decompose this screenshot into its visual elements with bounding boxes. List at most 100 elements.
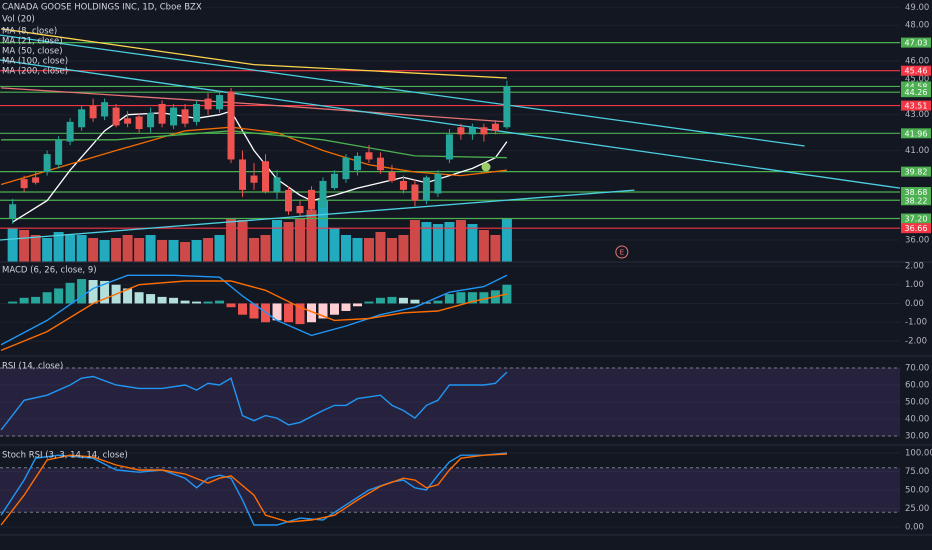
- volume-bar: [363, 238, 374, 262]
- macd-histogram-bar: [284, 303, 294, 323]
- macd-histogram-bar: [54, 288, 64, 304]
- level-label: 43.51: [905, 102, 928, 111]
- macd-histogram-bar: [215, 300, 225, 304]
- moving-average: [1, 28, 507, 79]
- level-label-box: [901, 37, 931, 48]
- macd-histogram-bar: [226, 303, 236, 308]
- candle-body: [43, 154, 51, 172]
- volume-bar: [467, 224, 478, 262]
- candle-body: [181, 109, 189, 124]
- level-label-box: [901, 166, 931, 177]
- candle-body: [503, 86, 511, 128]
- volume-bar: [421, 222, 432, 262]
- candle-body: [399, 180, 407, 190]
- macd-histogram-bar: [238, 303, 248, 315]
- volume-bar: [455, 220, 466, 262]
- y-tick-label: 2.00: [905, 261, 924, 271]
- candle-body: [262, 161, 270, 192]
- volume-bar: [398, 235, 409, 262]
- candle-body: [78, 109, 86, 128]
- level-label-box: [901, 65, 931, 76]
- candle-body: [112, 107, 120, 126]
- volume-bar: [134, 238, 145, 262]
- macd-histogram-bar: [295, 303, 305, 325]
- volume-bar: [191, 240, 202, 262]
- macd-line: [0, 280, 508, 352]
- trendline: [0, 59, 901, 189]
- candle-body: [147, 112, 155, 128]
- volume-bar: [295, 218, 305, 262]
- macd-histogram-bar: [249, 303, 259, 319]
- volume-bar: [329, 228, 340, 262]
- ma-legend: MA (50, close): [2, 47, 63, 57]
- macd-histogram-bar: [42, 292, 52, 304]
- y-tick-label: 50.00: [905, 397, 929, 407]
- macd-histogram-bar: [398, 297, 408, 304]
- y-tick-label: 25.00: [905, 504, 929, 514]
- cross-marker: [481, 162, 491, 172]
- pane-title: Stoch RSI (3, 3, 14, 14, close): [2, 451, 128, 461]
- y-tick-label: 50.00: [905, 486, 929, 496]
- candle-body: [285, 189, 293, 212]
- volume-bar: [226, 218, 237, 262]
- level-label-box: [901, 223, 931, 234]
- volume-bar: [409, 220, 420, 262]
- macd-histogram-bar: [19, 297, 29, 304]
- macd-histogram-bar: [352, 303, 362, 307]
- candle-body: [170, 107, 178, 126]
- macd-histogram-bar: [180, 300, 190, 304]
- volume-bar: [444, 222, 455, 262]
- candle-body: [434, 173, 442, 194]
- macd-histogram-bar: [77, 279, 87, 304]
- volume-bar: [7, 228, 18, 262]
- y-tick-label: 45.00: [905, 74, 929, 84]
- candle-body: [124, 118, 132, 124]
- volume-bar: [111, 238, 122, 262]
- ma-legend: MA (100, close): [2, 57, 68, 67]
- macd-histogram-bar: [123, 288, 133, 304]
- macd-histogram-bar: [169, 297, 179, 304]
- candle-body: [20, 179, 28, 189]
- candle-body: [216, 95, 224, 110]
- candle-body: [204, 98, 212, 110]
- level-label-box: [901, 213, 931, 224]
- volume-bar: [432, 224, 443, 262]
- y-tick-label: 0.00: [905, 523, 924, 533]
- volume-bar: [180, 242, 191, 262]
- volume-bar: [76, 235, 87, 262]
- pane-title: MACD (6, 26, close, 9): [2, 266, 97, 276]
- candle-body: [422, 177, 430, 201]
- ma-legend: MA (8, close): [2, 27, 57, 37]
- candle-body: [239, 159, 247, 190]
- volume-bar: [157, 240, 168, 262]
- macd-histogram-bar: [456, 292, 466, 304]
- volume-bar: [375, 232, 386, 262]
- volume-bar: [478, 230, 489, 262]
- macd-histogram-bar: [410, 299, 420, 304]
- candle-body: [55, 139, 63, 165]
- candle-body: [9, 204, 17, 219]
- candle-body: [273, 177, 281, 192]
- candle-body: [101, 102, 109, 117]
- volume-bar: [145, 235, 156, 262]
- y-tick-label: 0.00: [905, 299, 924, 309]
- level-label-box: [901, 87, 931, 98]
- candle-body: [66, 121, 74, 142]
- volume-bar: [317, 200, 328, 262]
- macd-histogram-bar: [100, 280, 110, 304]
- y-tick-label: 41.00: [905, 146, 929, 156]
- y-tick-label: -2.00: [905, 336, 927, 346]
- macd-line: [0, 274, 508, 346]
- macd-histogram-bar: [433, 300, 443, 304]
- level-label-box: [901, 100, 931, 111]
- candle-body: [307, 189, 315, 210]
- volume-bar: [237, 220, 248, 262]
- macd-histogram-bar: [467, 292, 477, 304]
- level-label: 38.68: [905, 188, 928, 197]
- candle-body: [158, 103, 166, 124]
- volume-bar: [306, 210, 317, 262]
- level-label: 44.26: [905, 88, 928, 97]
- candle-body: [388, 171, 396, 181]
- volume-bar: [249, 238, 260, 262]
